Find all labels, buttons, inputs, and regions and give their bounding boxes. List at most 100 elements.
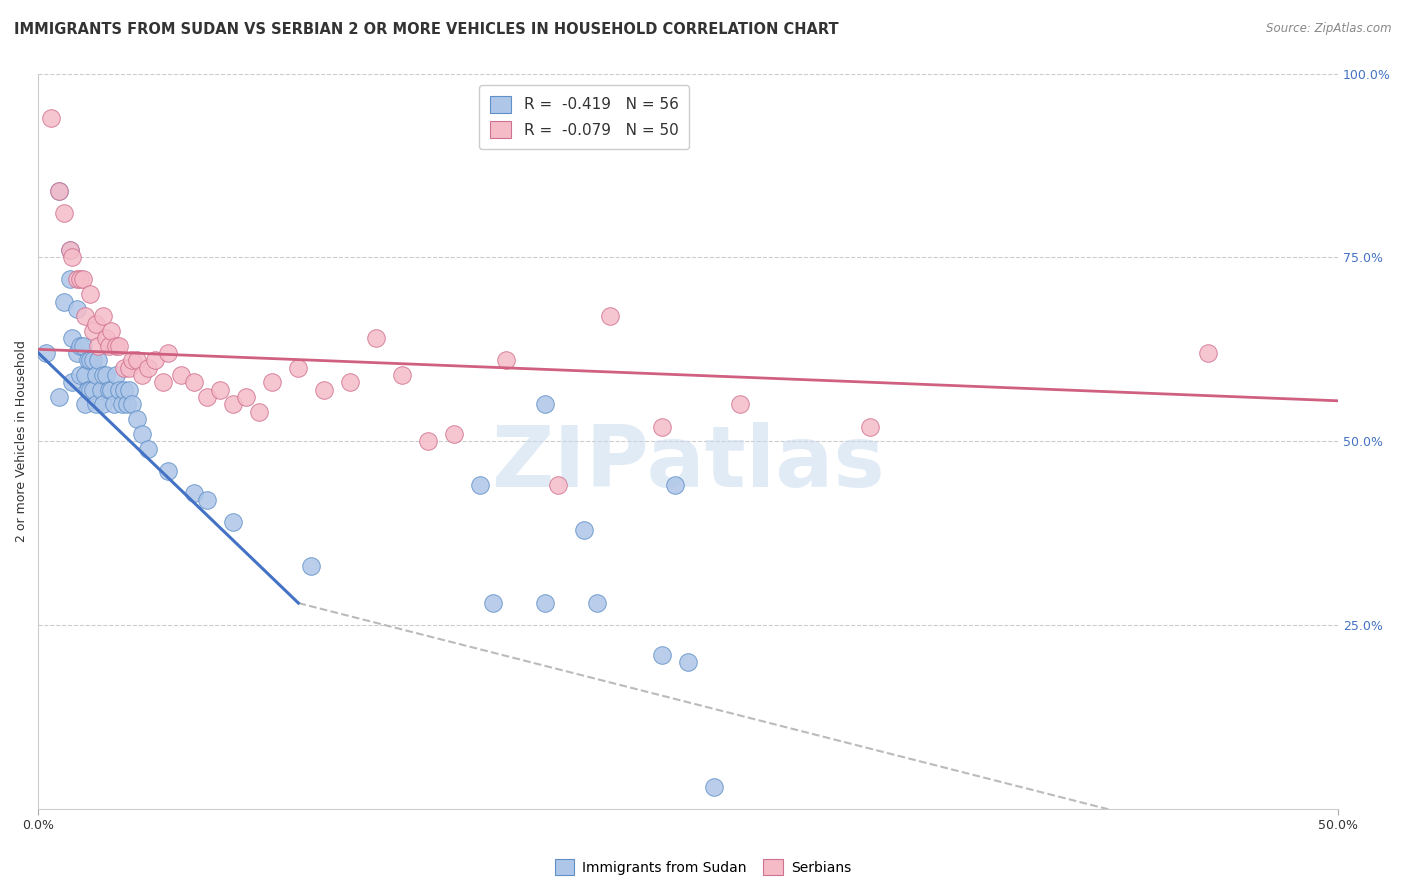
Point — [574, 523, 596, 537]
Point — [703, 780, 725, 794]
Point — [136, 442, 159, 456]
Point — [48, 390, 70, 404]
Point — [651, 419, 673, 434]
Point — [69, 368, 91, 382]
Point — [664, 478, 686, 492]
Legend: Immigrants from Sudan, Serbians: Immigrants from Sudan, Serbians — [548, 854, 858, 880]
Point — [482, 596, 505, 610]
Point — [108, 383, 131, 397]
Point — [60, 376, 83, 390]
Point — [131, 368, 153, 382]
Point — [262, 376, 284, 390]
Point — [90, 383, 112, 397]
Point — [82, 324, 104, 338]
Point — [287, 360, 309, 375]
Point — [53, 206, 76, 220]
Text: Source: ZipAtlas.com: Source: ZipAtlas.com — [1267, 22, 1392, 36]
Point — [100, 324, 122, 338]
Point — [470, 478, 492, 492]
Point — [299, 559, 322, 574]
Point — [859, 419, 882, 434]
Point — [651, 648, 673, 662]
Point — [235, 390, 257, 404]
Text: IMMIGRANTS FROM SUDAN VS SERBIAN 2 OR MORE VEHICLES IN HOUSEHOLD CORRELATION CHA: IMMIGRANTS FROM SUDAN VS SERBIAN 2 OR MO… — [14, 22, 839, 37]
Point — [60, 331, 83, 345]
Y-axis label: 2 or more Vehicles in Household: 2 or more Vehicles in Household — [15, 341, 28, 542]
Point — [534, 397, 557, 411]
Point — [495, 353, 517, 368]
Point — [103, 397, 125, 411]
Point — [76, 383, 98, 397]
Point — [418, 434, 440, 449]
Point — [183, 485, 205, 500]
Point — [678, 655, 700, 669]
Point — [41, 111, 63, 125]
Point — [127, 353, 149, 368]
Point — [170, 368, 193, 382]
Point — [131, 426, 153, 441]
Point — [94, 331, 117, 345]
Point — [76, 353, 98, 368]
Point — [105, 338, 128, 352]
Point — [112, 360, 135, 375]
Point — [66, 301, 89, 316]
Point — [48, 184, 70, 198]
Point — [82, 353, 104, 368]
Point — [247, 405, 270, 419]
Point — [197, 390, 219, 404]
Point — [97, 338, 120, 352]
Point — [127, 412, 149, 426]
Point — [599, 310, 621, 324]
Point — [60, 251, 83, 265]
Point — [84, 317, 107, 331]
Point — [443, 426, 465, 441]
Point — [547, 478, 569, 492]
Point — [121, 353, 143, 368]
Point — [53, 294, 76, 309]
Point — [79, 353, 101, 368]
Point — [94, 368, 117, 382]
Point — [108, 338, 131, 352]
Point — [222, 515, 245, 529]
Point — [93, 397, 115, 411]
Point — [136, 360, 159, 375]
Legend: R =  -0.419   N = 56, R =  -0.079   N = 50: R = -0.419 N = 56, R = -0.079 N = 50 — [479, 85, 689, 149]
Point — [112, 383, 135, 397]
Point — [115, 397, 138, 411]
Point — [1197, 346, 1219, 360]
Point — [75, 310, 97, 324]
Point — [118, 360, 141, 375]
Point — [72, 338, 94, 352]
Point — [145, 353, 167, 368]
Point — [84, 397, 107, 411]
Point — [93, 368, 115, 382]
Point — [75, 368, 97, 382]
Point — [157, 464, 180, 478]
Point — [75, 397, 97, 411]
Point — [121, 397, 143, 411]
Point — [66, 272, 89, 286]
Point — [157, 346, 180, 360]
Point — [59, 243, 82, 257]
Point — [730, 397, 752, 411]
Text: ZIPatlas: ZIPatlas — [492, 422, 886, 505]
Point — [534, 596, 557, 610]
Point — [339, 376, 361, 390]
Point — [105, 368, 128, 382]
Point — [586, 596, 609, 610]
Point — [183, 376, 205, 390]
Point — [100, 383, 122, 397]
Point — [87, 353, 110, 368]
Point — [118, 383, 141, 397]
Point — [97, 383, 120, 397]
Point — [222, 397, 245, 411]
Point — [366, 331, 388, 345]
Point — [82, 383, 104, 397]
Point — [314, 383, 336, 397]
Point — [110, 397, 132, 411]
Point — [35, 346, 58, 360]
Point — [79, 287, 101, 301]
Point — [391, 368, 413, 382]
Point — [84, 368, 107, 382]
Point — [209, 383, 232, 397]
